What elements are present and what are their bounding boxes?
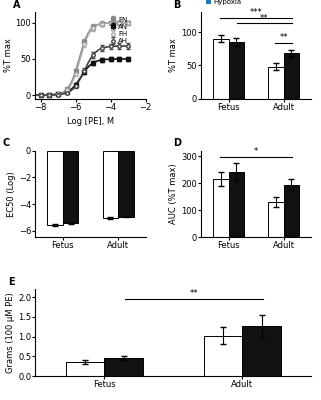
Bar xyxy=(268,202,284,237)
Bar xyxy=(284,184,299,237)
Text: C: C xyxy=(2,138,9,148)
Legend: Normoxia, Hypoxia: Normoxia, Hypoxia xyxy=(204,0,248,7)
Text: A: A xyxy=(13,0,21,10)
Text: **: ** xyxy=(280,33,288,42)
Bar xyxy=(204,336,242,376)
Text: E: E xyxy=(8,277,14,287)
Bar xyxy=(118,151,134,217)
Legend: FN, AN, FH, AH: FN, AN, FH, AH xyxy=(107,16,130,45)
Y-axis label: EC50 (Log): EC50 (Log) xyxy=(7,171,16,217)
X-axis label: Log [PE], M: Log [PE], M xyxy=(67,117,114,126)
Y-axis label: %T max: %T max xyxy=(4,38,13,72)
Y-axis label: %T max: %T max xyxy=(169,38,178,72)
Bar xyxy=(284,53,299,99)
Text: B: B xyxy=(173,0,181,10)
Bar xyxy=(213,39,229,99)
Y-axis label: AUC (%T max): AUC (%T max) xyxy=(169,164,178,224)
Bar xyxy=(48,151,63,225)
Text: *: * xyxy=(254,147,258,156)
Bar xyxy=(103,151,118,218)
Bar xyxy=(268,67,284,99)
Bar xyxy=(242,326,281,376)
Bar xyxy=(104,358,143,376)
Bar xyxy=(213,179,229,237)
Bar xyxy=(66,362,104,376)
Text: D: D xyxy=(173,138,181,148)
Bar xyxy=(229,42,244,99)
Text: ***: *** xyxy=(250,8,263,17)
Text: **: ** xyxy=(260,14,269,23)
Y-axis label: Grams (100 μM PE): Grams (100 μM PE) xyxy=(6,292,15,373)
Text: **: ** xyxy=(190,289,198,298)
Bar xyxy=(63,151,78,223)
Bar xyxy=(229,172,244,237)
